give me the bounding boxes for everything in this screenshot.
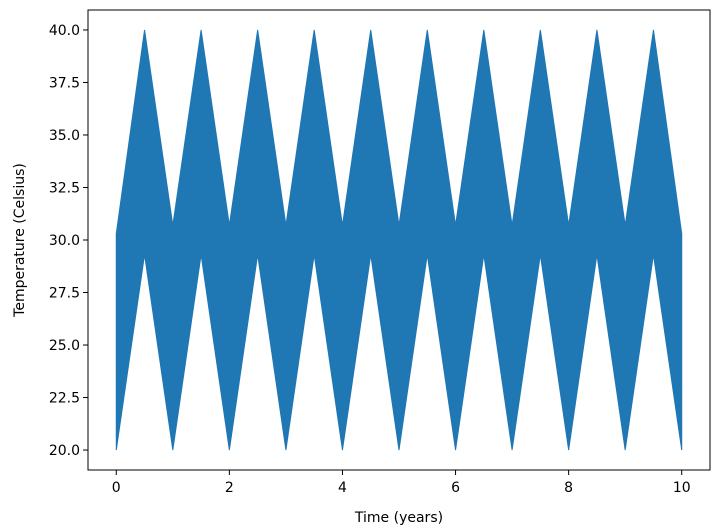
- x-tick-label: 2: [225, 480, 234, 496]
- x-tick-label: 8: [564, 480, 573, 496]
- x-tick-label: 10: [673, 480, 691, 496]
- y-tick-label: 37.5: [49, 75, 80, 91]
- y-axis: 20.0 22.5 25.0 27.5 30.0 32.5 35.0 37.5 40.0: [49, 23, 88, 459]
- x-axis-label: Time (years): [354, 510, 443, 526]
- y-tick-label: 35.0: [49, 128, 80, 144]
- plot-area: [115, 29, 683, 451]
- y-tick-label: 27.5: [49, 286, 80, 302]
- x-axis: 0 2 4 6 8 10: [112, 470, 691, 496]
- y-tick-label: 22.5: [49, 391, 80, 407]
- y-tick-label: 25.0: [49, 338, 80, 354]
- x-tick-label: 4: [338, 480, 347, 496]
- y-tick-label: 30.0: [49, 233, 80, 249]
- x-tick-label: 0: [112, 480, 121, 496]
- y-axis-label: Temperature (Celsius): [12, 163, 28, 318]
- series-band-0: [115, 29, 683, 451]
- plot-frame: [87, 9, 711, 471]
- y-tick-label: 40.0: [49, 23, 80, 39]
- x-tick-label: 6: [451, 480, 460, 496]
- y-tick-label: 32.5: [49, 180, 80, 196]
- y-tick-label: 20.0: [49, 443, 80, 459]
